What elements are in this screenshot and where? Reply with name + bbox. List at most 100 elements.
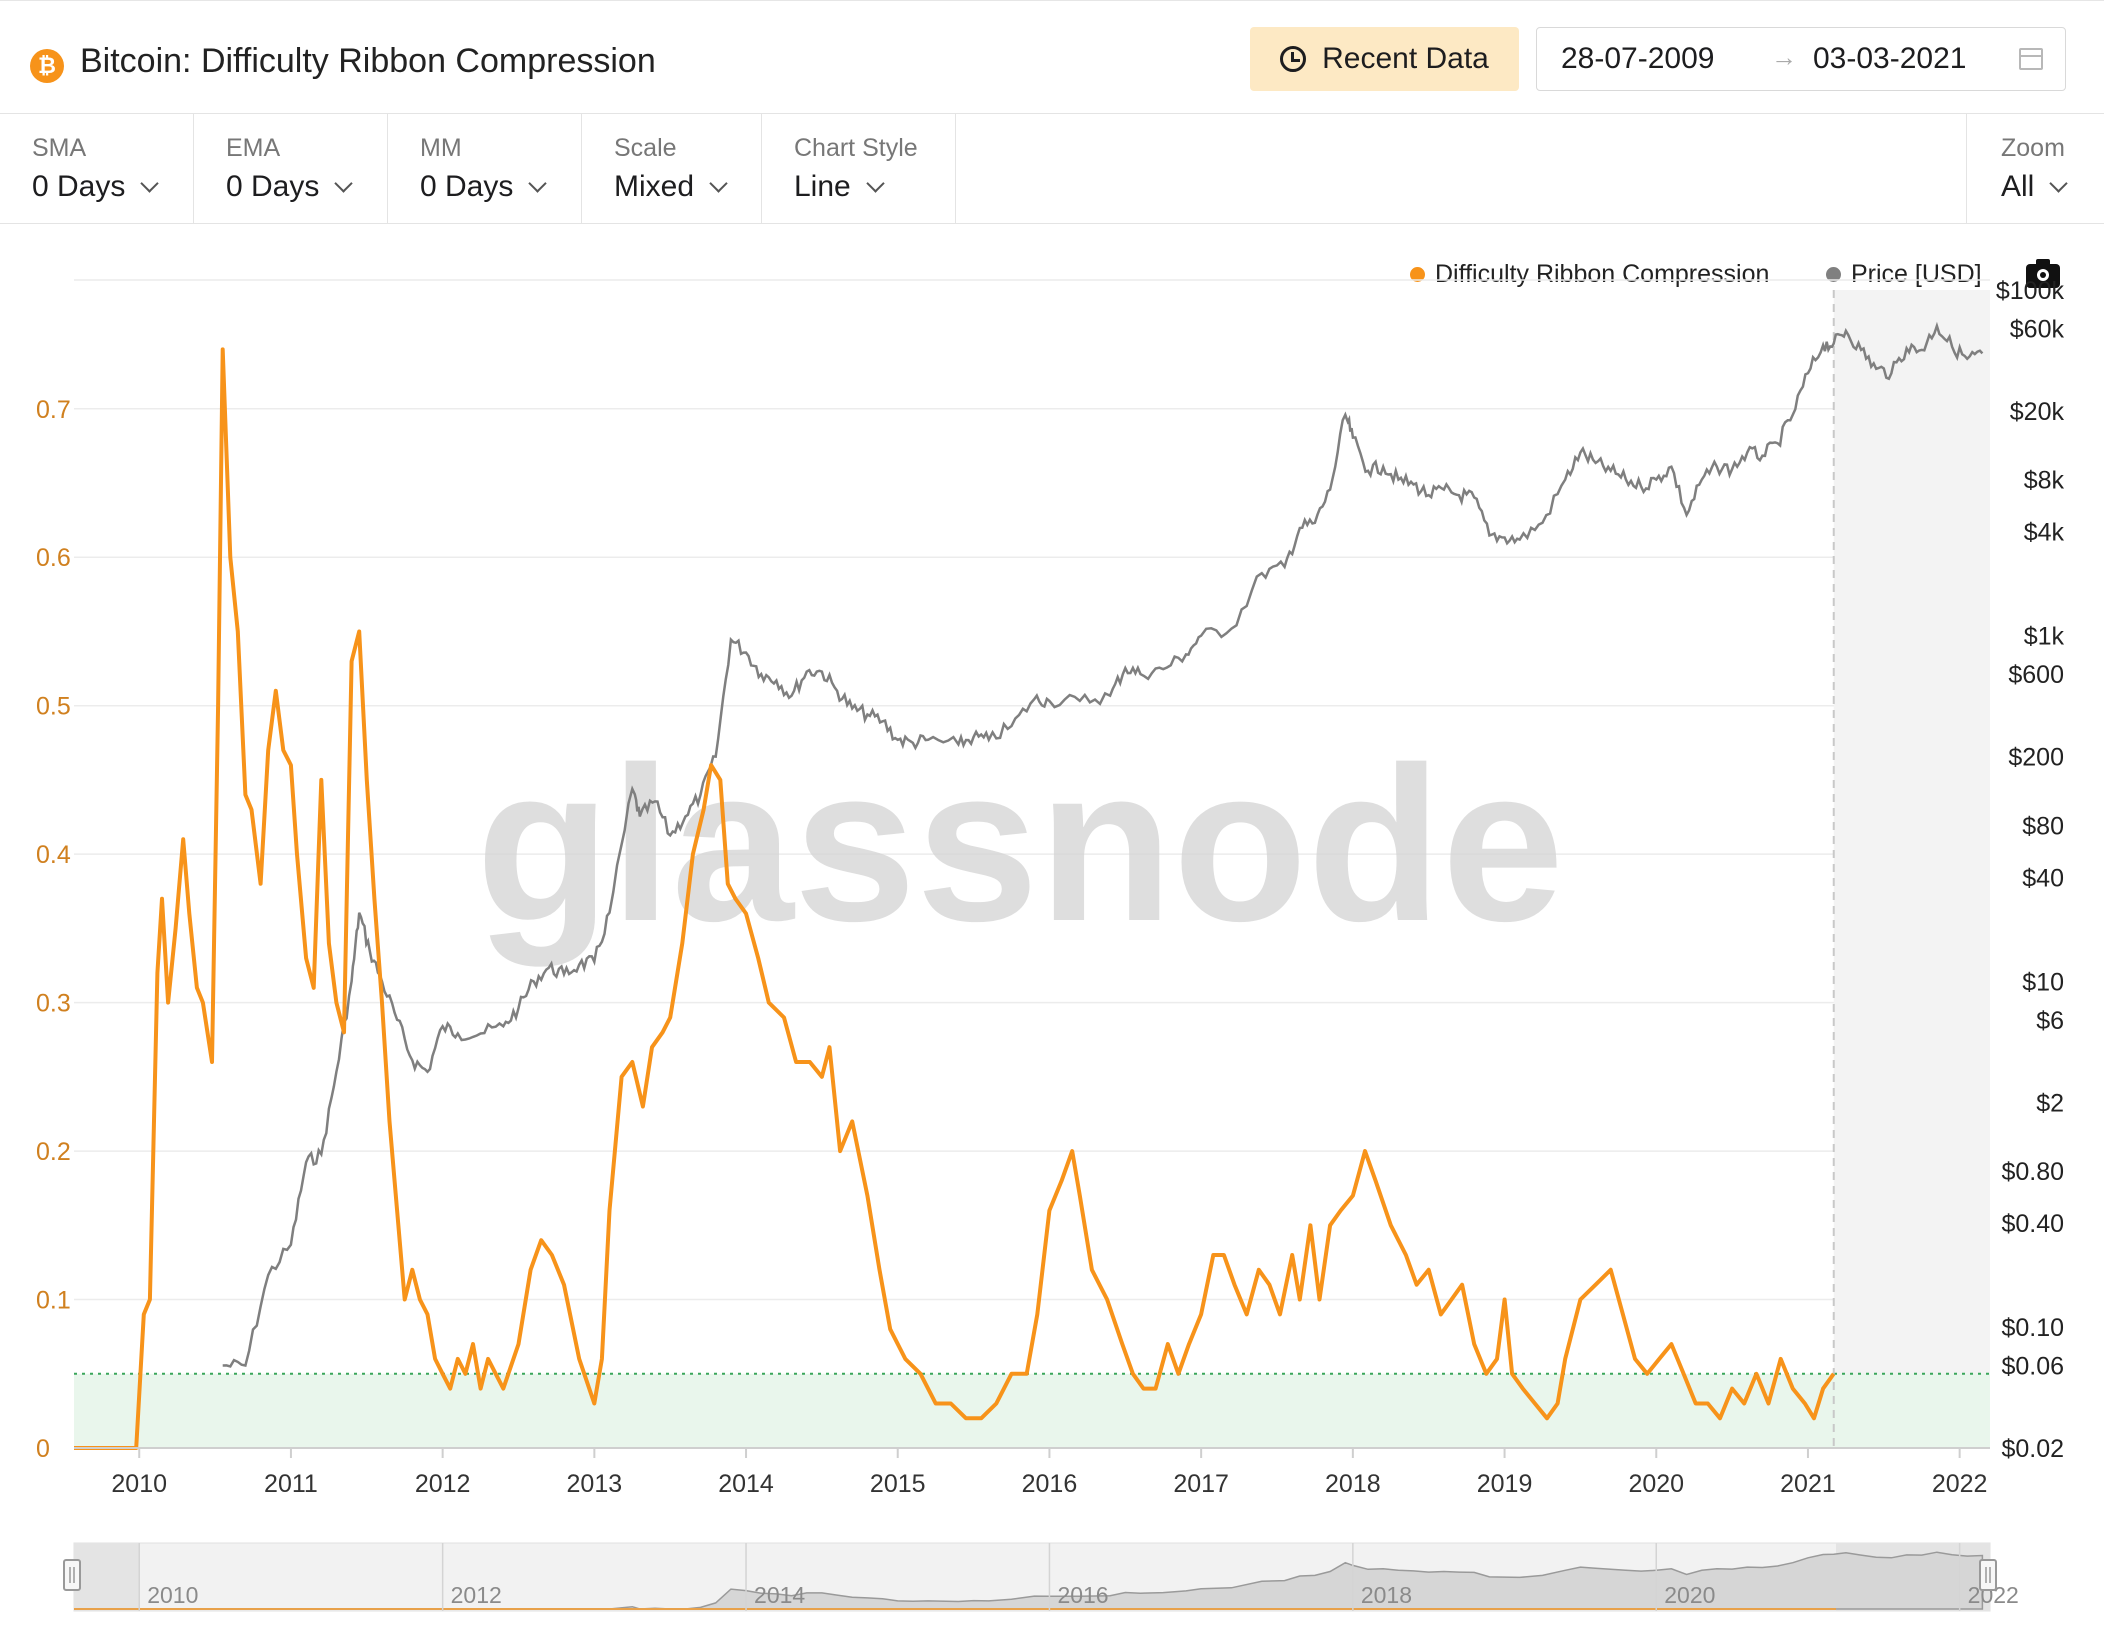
navigator-handle-right[interactable] xyxy=(1979,1559,1997,1591)
page-title: Bitcoin: Difficulty Ribbon Compression xyxy=(80,42,656,80)
left-tick-label: 0.5 xyxy=(36,693,71,721)
x-tick-label: 2013 xyxy=(567,1470,623,1498)
legend-dot-price xyxy=(1826,266,1841,282)
calendar-icon[interactable] xyxy=(2019,48,2043,70)
series-line-drc[interactable] xyxy=(74,347,1836,1450)
left-tick-label: 0.6 xyxy=(36,544,71,572)
sma-dropdown[interactable]: SMA 0 Days xyxy=(0,114,194,224)
x-tick-label: 2015 xyxy=(870,1470,926,1498)
navigator-tick-label: 2012 xyxy=(451,1582,502,1608)
navigator-tick-label: 2016 xyxy=(1057,1582,1108,1608)
right-tick-label: $20k xyxy=(2010,398,2065,426)
chart-style-value[interactable]: Line xyxy=(794,170,885,204)
ema-value[interactable]: 0 Days xyxy=(226,170,354,204)
scale-value[interactable]: Mixed xyxy=(614,170,728,204)
chart-header: ₿ Bitcoin: Difficulty Ribbon Compression… xyxy=(0,6,2104,114)
right-tick-label: $200 xyxy=(2008,744,2064,772)
navigator-tick-label: 2018 xyxy=(1361,1582,1412,1608)
right-tick-label: $0.02 xyxy=(2001,1435,2064,1463)
right-tick-label: $2 xyxy=(2036,1089,2064,1117)
date-from[interactable]: 28-07-2009 xyxy=(1561,42,1715,75)
right-tick-label: $60k xyxy=(2010,315,2065,343)
right-tick-label: $100k xyxy=(1996,277,2065,305)
scale-dropdown[interactable]: Scale Mixed xyxy=(582,114,762,224)
right-axis-ticks: $0.02 $0.06 $0.10 $0.40 $0.80 $2 $6 $10 $40 $80 $2… xyxy=(1996,277,2065,1463)
x-tick-label: 2017 xyxy=(1173,1470,1229,1498)
right-tick-label: $0.40 xyxy=(2001,1210,2064,1238)
left-axis-ticks: 0 0.1 0.2 0.3 0.4 0.5 0.6 0.7 xyxy=(36,396,71,1463)
x-tick-label: 2019 xyxy=(1477,1470,1533,1498)
ema-label: EMA xyxy=(226,134,281,162)
forecast-shade xyxy=(1833,290,1990,1448)
x-tick-label: 2014 xyxy=(718,1470,774,1498)
right-tick-label: $80 xyxy=(2022,812,2064,840)
right-tick-label: $40 xyxy=(2022,864,2064,892)
right-tick-label: $1k xyxy=(2024,623,2065,651)
right-tick-label: $0.10 xyxy=(2001,1314,2064,1342)
top-border xyxy=(0,0,2104,7)
recent-data-button[interactable]: Recent Data xyxy=(1250,27,1519,91)
clock-icon xyxy=(1280,46,1307,72)
navigator-handle-left[interactable] xyxy=(63,1559,81,1591)
ema-dropdown[interactable]: EMA 0 Days xyxy=(194,114,388,224)
date-range-picker[interactable]: 28-07-2009 → 03-03-2021 xyxy=(1536,27,2066,91)
zoom-value[interactable]: All xyxy=(2001,170,2069,204)
left-tick-label: 0.2 xyxy=(36,1138,71,1166)
navigator-ticks: 2010 2012 2014 2016 2018 2020 2022 xyxy=(138,1543,2019,1611)
navigator-left-mask xyxy=(74,1543,140,1611)
series-line-price[interactable] xyxy=(222,321,1984,1368)
x-axis-ticks: 2010 2011 2012 2013 2014 2015 2016 2017 2018 2019… xyxy=(111,1448,1987,1498)
scale-label: Scale xyxy=(614,134,677,162)
chart-controls: SMA 0 Days EMA 0 Days MM 0 Days Scale Mi… xyxy=(0,114,2104,224)
navigator-tick-label: 2010 xyxy=(147,1582,198,1608)
legend-label-price: Price [USD] xyxy=(1851,259,1982,288)
chart-style-dropdown[interactable]: Chart Style Line xyxy=(762,114,956,224)
x-tick-label: 2018 xyxy=(1325,1470,1381,1498)
mm-label: MM xyxy=(420,134,462,162)
zoom-label: Zoom xyxy=(2001,134,2065,162)
chevron-down-icon xyxy=(528,174,548,193)
sma-value[interactable]: 0 Days xyxy=(32,170,160,204)
date-to[interactable]: 03-03-2021 xyxy=(1813,42,1967,75)
left-tick-label: 0.3 xyxy=(36,990,71,1018)
camera-icon[interactable] xyxy=(2026,258,2060,288)
chevron-down-icon xyxy=(709,174,728,193)
mm-dropdown[interactable]: MM 0 Days xyxy=(388,114,582,224)
right-tick-label: $0.80 xyxy=(2001,1158,2064,1186)
recent-data-label: Recent Data xyxy=(1322,42,1489,75)
date-arrow: → xyxy=(1771,42,1797,72)
chevron-down-icon xyxy=(334,174,354,193)
left-tick-label: 0 xyxy=(36,1435,50,1463)
mm-value[interactable]: 0 Days xyxy=(420,170,548,204)
right-tick-label: $0.06 xyxy=(2001,1353,2064,1381)
x-tick-label: 2010 xyxy=(111,1470,167,1498)
chevron-down-icon xyxy=(2049,174,2069,193)
threshold-zone xyxy=(74,1373,1990,1448)
chevron-down-icon xyxy=(140,174,160,193)
x-tick-label: 2016 xyxy=(1022,1470,1078,1498)
right-tick-label: $8k xyxy=(2024,467,2065,495)
chart-style-label: Chart Style xyxy=(794,134,918,162)
watermark: glassnode xyxy=(476,721,1564,967)
x-tick-label: 2021 xyxy=(1780,1470,1836,1498)
legend-label-drc: Difficulty Ribbon Compression xyxy=(1435,259,1770,288)
x-tick-label: 2012 xyxy=(415,1470,471,1498)
left-tick-label: 0.1 xyxy=(36,1287,71,1315)
x-tick-label: 2022 xyxy=(1932,1470,1988,1498)
navigator-tick-label: 2014 xyxy=(754,1582,805,1608)
legend-dot-drc xyxy=(1410,266,1425,282)
navigator-tick-label: 2020 xyxy=(1664,1582,1715,1608)
right-tick-label: $600 xyxy=(2008,661,2064,689)
sma-label: SMA xyxy=(32,134,87,162)
x-tick-label: 2011 xyxy=(264,1470,318,1498)
x-tick-label: 2020 xyxy=(1628,1470,1684,1498)
legend-item-drc[interactable]: Difficulty Ribbon Compression xyxy=(1410,258,1769,290)
left-tick-label: 0.4 xyxy=(36,841,71,869)
right-tick-label: $6 xyxy=(2036,1007,2064,1035)
right-tick-label: $4k xyxy=(2024,519,2065,547)
zoom-dropdown[interactable]: Zoom All xyxy=(1966,114,2104,224)
legend-item-price[interactable]: Price [USD] xyxy=(1826,258,1982,290)
left-tick-label: 0.7 xyxy=(36,396,71,424)
navigator[interactable]: 2010 2012 2014 2016 2018 2020 2022 xyxy=(63,1542,2019,1612)
chart-canvas: glassnode 2010 2011 2012 2013 2014 2015 2016 20… xyxy=(36,277,2065,1612)
